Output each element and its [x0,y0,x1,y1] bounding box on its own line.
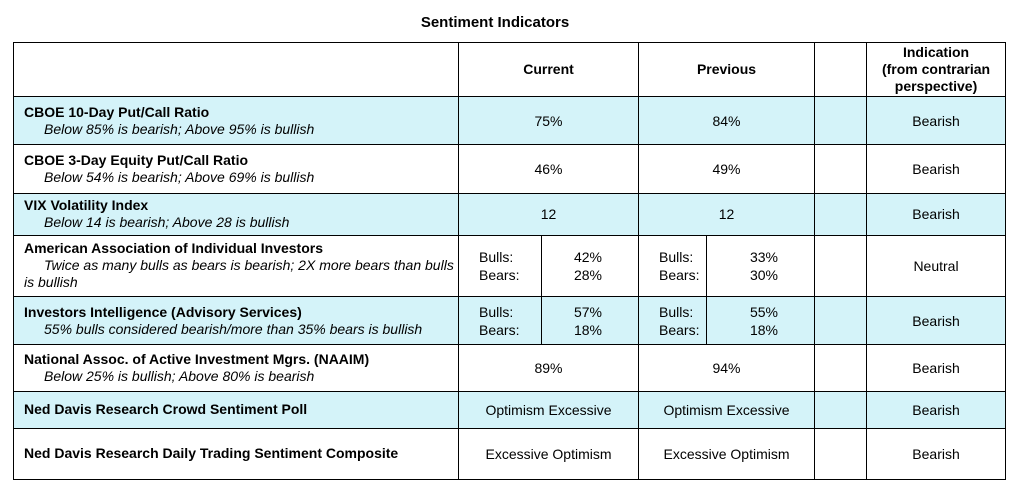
sentiment-table: Current Previous Indication (from contra… [13,41,1007,481]
page-title: Sentiment Indicators [420,14,570,31]
blank-cell [814,427,868,481]
indicator-description: Below 54% is bearish; Above 69% is bulli… [44,169,315,186]
bears-value: 30% [749,266,779,283]
previous-value: 12 [637,192,816,236]
indicator-name: American Association of Individual Inves… [24,240,323,257]
bears-value: 18% [749,321,779,338]
previous-value: Excessive Optimism [637,427,816,481]
indicator-name: VIX Volatility Index [24,197,149,214]
indication-value: Neutral [866,234,1007,298]
blank-cell [814,192,868,236]
previous-value: 94% [637,344,816,392]
previous-values: 55% 18% [705,296,816,346]
indication-value: Bearish [866,344,1007,392]
current-value: 46% [458,144,639,194]
indicator-name: Ned Davis Research Daily Trading Sentime… [24,445,399,462]
blank-cell [814,344,868,392]
indication-value: Bearish [866,96,1007,146]
indication-value: Bearish [866,296,1007,346]
table-row: National Assoc. of Active Investment Mgr… [13,344,1007,392]
indication-value: Bearish [866,192,1007,236]
table-row: VIX Volatility Index Below 14 is bearish… [13,192,1007,236]
current-value: 75% [458,96,639,146]
current-value: 12 [458,192,639,236]
current-value: 89% [458,344,639,392]
indicator-name: CBOE 3-Day Equity Put/Call Ratio [24,152,249,169]
indicator-cell: National Assoc. of Active Investment Mgr… [13,344,459,392]
previous-value: 49% [637,144,816,194]
indicator-description: Below 85% is bearish; Above 95% is bulli… [44,120,315,137]
table-row: American Association of Individual Inves… [13,234,1007,298]
header-current: Current [458,41,639,98]
current-values: 42% 28% [541,234,639,298]
indicator-name: CBOE 10-Day Put/Call Ratio [24,103,210,120]
indicator-description: Below 14 is bearish; Above 28 is bullish [44,214,290,231]
indicator-cell: CBOE 3-Day Equity Put/Call Ratio Below 5… [13,144,459,194]
bulls-value: 55% [749,303,779,320]
bulls-value: 33% [749,248,779,265]
table-row: Ned Davis Research Daily Trading Sentime… [13,427,1007,481]
blank-cell [814,234,868,298]
blank-cell [814,390,868,429]
previous-value: Optimism Excessive [637,390,816,429]
table-row: Ned Davis Research Crowd Sentiment Poll … [13,390,1007,429]
header-indicator-cell [13,41,459,98]
header-previous: Previous [637,41,816,98]
indicator-description: Twice as many bulls as bears is bearish;… [24,257,454,291]
header-indication: Indication (from contrarian perspective) [866,41,1007,98]
indicator-name: National Assoc. of Active Investment Mgr… [24,350,370,367]
bears-value: 18% [573,321,602,338]
header-blank-cell [814,41,868,98]
bears-value: 28% [573,266,602,283]
indicator-cell: American Association of Individual Inves… [13,234,459,298]
header-row: Current Previous Indication (from contra… [13,41,1007,98]
indicator-description: 55% bulls considered bearish/more than 3… [44,320,423,337]
blank-cell [814,296,868,346]
table-row: CBOE 3-Day Equity Put/Call Ratio Below 5… [13,144,1007,194]
previous-labels: Bulls: Bears: [638,296,707,346]
current-labels: Bulls: Bears: [458,234,542,298]
indicator-name: Investors Intelligence (Advisory Service… [24,303,302,320]
indicator-name: Ned Davis Research Crowd Sentiment Poll [24,401,308,418]
current-labels: Bulls: Bears: [458,296,542,346]
bulls-value: 42% [573,248,602,265]
indication-value: Bearish [866,390,1007,429]
current-value: Optimism Excessive [458,390,639,429]
table-row: CBOE 10-Day Put/Call Ratio Below 85% is … [13,96,1007,146]
previous-values: 33% 30% [705,234,816,298]
indication-value: Bearish [866,427,1007,481]
indicator-description: Below 25% is bullish; Above 80% is beari… [44,367,315,384]
indicator-cell: Ned Davis Research Crowd Sentiment Poll [13,390,459,429]
current-values: 57% 18% [541,296,639,346]
indicator-cell: Ned Davis Research Daily Trading Sentime… [13,427,459,481]
indication-value: Bearish [866,144,1007,194]
current-value: Excessive Optimism [458,427,639,481]
indicator-cell: VIX Volatility Index Below 14 is bearish… [13,192,459,236]
bulls-value: 57% [573,303,602,320]
indicator-cell: Investors Intelligence (Advisory Service… [13,296,459,346]
blank-cell [814,144,868,194]
previous-labels: Bulls: Bears: [638,234,707,298]
blank-cell [814,96,868,146]
previous-value: 84% [637,96,816,146]
table-row: Investors Intelligence (Advisory Service… [13,296,1007,346]
indicator-cell: CBOE 10-Day Put/Call Ratio Below 85% is … [13,96,459,146]
